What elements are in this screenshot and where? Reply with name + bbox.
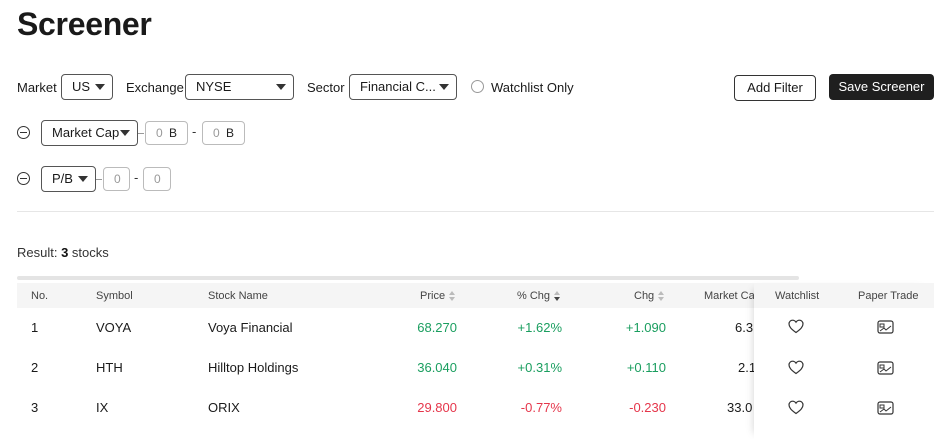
- row-symbol[interactable]: IX: [96, 400, 109, 415]
- col-paper-trade: Paper Trade: [858, 290, 919, 302]
- row-market-cap: 33.0: [727, 400, 753, 415]
- sector-select[interactable]: Financial C...: [349, 74, 457, 100]
- paper-trade-icon[interactable]: [877, 361, 894, 375]
- row-no: 1: [31, 320, 39, 335]
- divider: [17, 211, 934, 212]
- add-filter-button[interactable]: Add Filter: [734, 75, 816, 101]
- pb-max-input[interactable]: 0: [143, 167, 171, 191]
- row-price: 68.270: [417, 320, 457, 335]
- row-chg: +0.110: [626, 360, 666, 375]
- table-row[interactable]: 3 IX ORIX 29.800 -0.77% -0.230 33.0: [17, 388, 934, 428]
- exchange-select-value: NYSE: [196, 79, 232, 94]
- col-symbol: Symbol: [96, 290, 133, 302]
- market-label: Market: [17, 80, 57, 95]
- row-stock-name[interactable]: Hilltop Holdings: [208, 360, 299, 375]
- sort-icon[interactable]: [554, 291, 561, 302]
- sector-select-value: Financial C...: [360, 79, 436, 94]
- result-summary: Result: 3 stocks: [17, 245, 109, 260]
- heart-icon[interactable]: [788, 360, 804, 375]
- col-chg[interactable]: Chg: [634, 290, 665, 302]
- caret-down-icon: [95, 84, 105, 90]
- col-stock-name: Stock Name: [208, 290, 268, 302]
- range-dash: -: [134, 170, 139, 185]
- col-price[interactable]: Price: [420, 290, 456, 302]
- table-row[interactable]: 2 HTH Hilltop Holdings 36.040 +0.31% +0.…: [17, 348, 934, 388]
- heart-icon[interactable]: [788, 400, 804, 415]
- col-no: No.: [31, 290, 49, 302]
- sector-label: Sector: [307, 80, 345, 95]
- sticky-header: [754, 283, 934, 308]
- watchlist-only-radio[interactable]: [471, 80, 484, 93]
- row-price: 29.800: [417, 400, 457, 415]
- heart-icon[interactable]: [788, 319, 804, 334]
- market-cap-min-input[interactable]: 0 B: [145, 121, 188, 145]
- caret-down-icon: [276, 84, 286, 90]
- row-market-cap: 6.3: [735, 320, 754, 335]
- paper-trade-icon[interactable]: [877, 320, 894, 334]
- remove-market-cap-filter-icon[interactable]: [17, 126, 30, 139]
- save-screener-button[interactable]: Save Screener: [829, 74, 934, 100]
- row-chg: +1.090: [625, 320, 666, 335]
- row-stock-name[interactable]: Voya Financial: [208, 320, 293, 335]
- market-select[interactable]: US: [61, 74, 113, 100]
- row-stock-name[interactable]: ORIX: [208, 400, 240, 415]
- row-symbol[interactable]: VOYA: [96, 320, 132, 335]
- sort-icon[interactable]: [658, 291, 665, 302]
- page-title: Screener: [17, 6, 152, 42]
- remove-pb-filter-icon[interactable]: [17, 172, 30, 185]
- row-pct-chg: +0.31%: [517, 360, 562, 375]
- row-price: 36.040: [417, 360, 457, 375]
- connector: [138, 133, 144, 134]
- exchange-select[interactable]: NYSE: [185, 74, 294, 100]
- row-pct-chg: +1.62%: [517, 320, 562, 335]
- pb-select[interactable]: P/B: [41, 166, 96, 192]
- caret-down-icon: [78, 176, 88, 182]
- row-market-cap: 2.1: [738, 360, 757, 375]
- table-row[interactable]: 1 VOYA Voya Financial 68.270 +1.62% +1.0…: [17, 308, 934, 348]
- connector: [96, 179, 102, 180]
- row-symbol[interactable]: HTH: [96, 360, 123, 375]
- market-select-value: US: [72, 79, 91, 94]
- horizontal-scrollbar[interactable]: [17, 276, 799, 280]
- row-no: 3: [31, 400, 39, 415]
- col-pct-chg[interactable]: % Chg: [517, 290, 561, 302]
- watchlist-only-label[interactable]: Watchlist Only: [491, 80, 574, 95]
- row-no: 2: [31, 360, 39, 375]
- result-count: 3: [61, 245, 69, 260]
- col-watchlist: Watchlist: [775, 290, 820, 302]
- caret-down-icon: [120, 130, 130, 136]
- row-pct-chg: -0.77%: [520, 400, 562, 415]
- pb-min-input[interactable]: 0: [103, 167, 130, 191]
- market-cap-select-value: Market Cap: [52, 125, 120, 140]
- pb-select-value: P/B: [52, 171, 73, 186]
- col-market-cap: Market Cap: [704, 290, 761, 302]
- market-cap-select[interactable]: Market Cap: [41, 120, 138, 146]
- exchange-label: Exchange: [126, 80, 184, 95]
- caret-down-icon: [439, 84, 449, 90]
- range-dash: -: [192, 124, 197, 139]
- row-chg: -0.230: [629, 400, 666, 415]
- market-cap-max-input[interactable]: 0 B: [202, 121, 245, 145]
- paper-trade-icon[interactable]: [877, 401, 894, 415]
- sort-icon[interactable]: [449, 291, 456, 302]
- sticky-action-columns: Watchlist Paper Trade: [754, 283, 934, 439]
